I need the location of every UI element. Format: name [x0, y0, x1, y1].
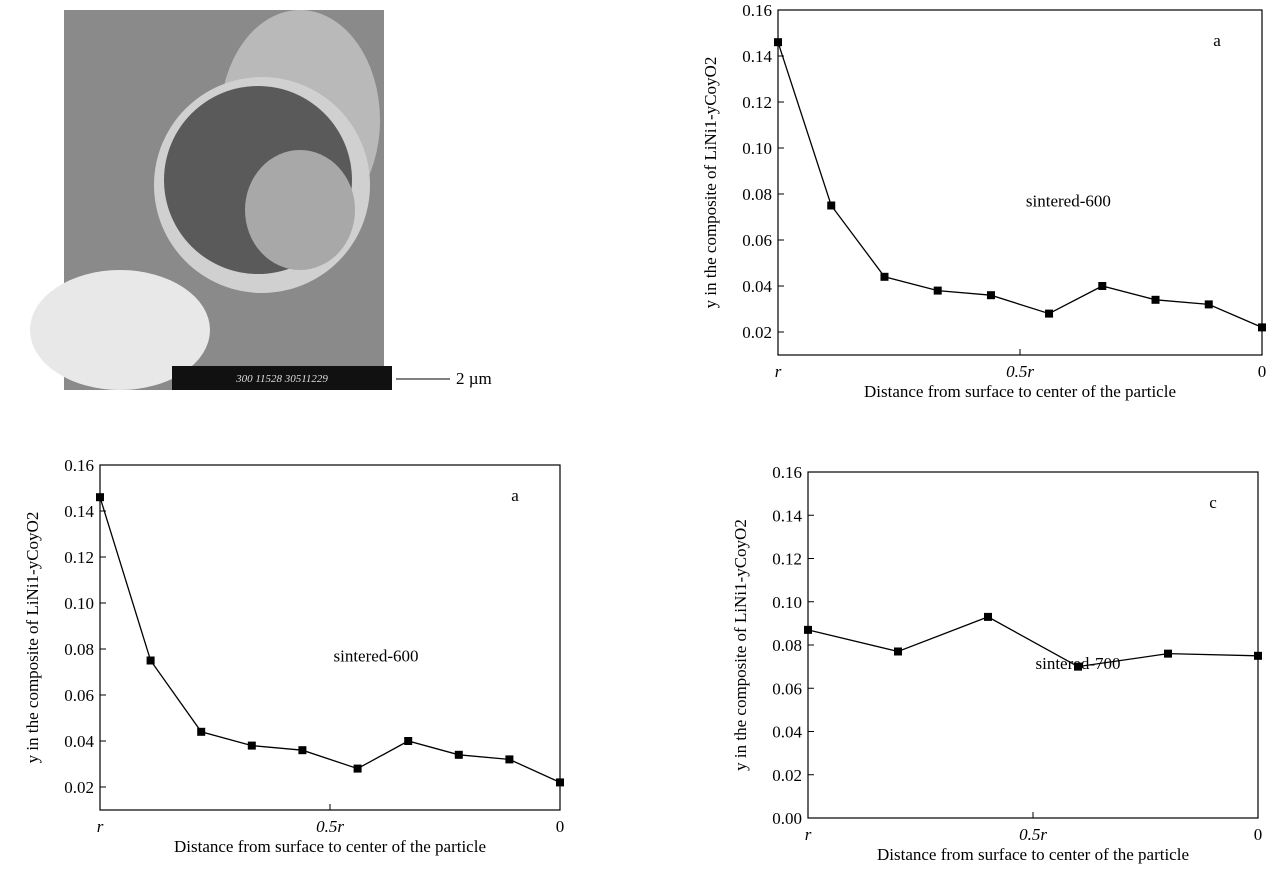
marker	[1254, 651, 1262, 660]
marker	[1045, 309, 1054, 318]
x-tick-label: 0	[1258, 362, 1267, 381]
y-tick-label: 0.02	[742, 323, 772, 342]
info-text: 300 11528 30511229	[235, 373, 328, 385]
x-tick-label: 0	[1254, 825, 1263, 844]
particle-light	[245, 150, 355, 270]
marker	[933, 286, 942, 295]
marker	[984, 612, 992, 621]
y-tick-label: 0.04	[64, 732, 94, 751]
y-tick-label: 0.10	[64, 594, 94, 613]
marker	[1258, 323, 1266, 332]
y-tick-label: 0.14	[64, 502, 94, 521]
marker	[1074, 662, 1082, 671]
marker	[404, 737, 413, 745]
curve-label: sintered-600	[334, 647, 419, 666]
y-tick-label: 0.16	[742, 1, 772, 20]
y-axis-label: y in the composite of LiNi1-yCoyO2	[23, 512, 42, 764]
info-bar	[172, 366, 392, 390]
y-tick-label: 0.02	[64, 778, 94, 797]
x-tick-label: 0	[556, 817, 565, 836]
y-tick-label: 0.04	[772, 723, 802, 742]
y-tick-label: 0.12	[742, 93, 772, 112]
marker	[298, 746, 307, 755]
y-tick-label: 0.06	[742, 231, 772, 250]
panel-annotation: a	[1213, 31, 1221, 50]
texture	[30, 270, 210, 390]
marker	[1151, 295, 1160, 304]
y-tick-label: 0.10	[772, 593, 802, 612]
marker	[804, 625, 812, 634]
marker	[827, 201, 836, 210]
marker	[880, 272, 889, 281]
marker	[353, 764, 362, 773]
x-axis-label: Distance from surface to center of the p…	[174, 837, 486, 856]
x-tick-label: r	[805, 825, 812, 844]
marker	[1098, 282, 1107, 290]
y-tick-label: 0.12	[64, 548, 94, 567]
marker	[197, 727, 206, 736]
marker	[1164, 649, 1172, 658]
marker	[1204, 300, 1213, 309]
y-tick-label: 0.14	[742, 47, 772, 66]
x-tick-label: r	[97, 817, 104, 836]
y-tick-label: 0.16	[64, 456, 94, 475]
marker	[247, 741, 256, 750]
scale-label: 2 µm	[456, 369, 492, 388]
marker	[505, 755, 514, 764]
y-tick-label: 0.04	[742, 277, 772, 296]
marker	[146, 656, 155, 665]
y-tick-label: 0.00	[772, 809, 802, 828]
marker	[774, 38, 782, 47]
y-tick-label: 0.08	[64, 640, 94, 659]
series-line	[807, 616, 1259, 668]
y-tick-label: 0.10	[742, 139, 772, 158]
marker	[986, 291, 995, 300]
panel-annotation: c	[1209, 493, 1217, 512]
y-tick-label: 0.08	[742, 185, 772, 204]
plot-frame	[807, 471, 1259, 819]
series-line	[777, 41, 1263, 328]
y-axis-label: y in the composite of LiNi1-yCoyO2	[701, 57, 720, 309]
y-tick-label: 0.14	[772, 506, 802, 525]
x-tick-label: 0.5r	[1019, 825, 1047, 844]
marker	[894, 647, 902, 656]
y-tick-label: 0.06	[772, 679, 802, 698]
curve-label: sintered-600	[1026, 192, 1111, 211]
x-tick-label: r	[775, 362, 782, 381]
x-tick-label: 0.5r	[316, 817, 344, 836]
marker	[454, 750, 463, 759]
y-tick-label: 0.06	[64, 686, 94, 705]
micrograph: 300 11528 30511229 2 µm	[30, 10, 492, 390]
panel-annotation: a	[511, 486, 519, 505]
x-axis-label: Distance from surface to center of the p…	[864, 382, 1176, 401]
series-line	[99, 497, 561, 783]
x-tick-label: 0.5r	[1006, 362, 1034, 381]
x-axis-label: Distance from surface to center of the p…	[877, 845, 1189, 864]
y-tick-label: 0.08	[772, 636, 802, 655]
y-tick-label: 0.02	[772, 766, 802, 785]
y-axis-label: y in the composite of LiNi1-yCoyO2	[731, 519, 750, 771]
y-tick-label: 0.16	[772, 463, 802, 482]
y-tick-label: 0.12	[772, 550, 802, 569]
marker	[556, 778, 564, 787]
marker	[96, 493, 104, 502]
